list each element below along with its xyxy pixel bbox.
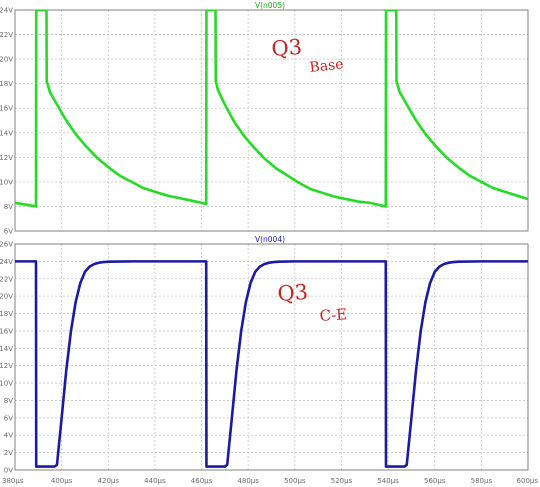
bottom-xtick-label: 380µs (2, 477, 24, 485)
bottom-annotation: Q3 C-E (277, 280, 348, 325)
bottom-ytick-label: 12V (0, 362, 13, 370)
top-ytick-label: 6V (4, 228, 13, 236)
bottom-ytick-label: 2V (4, 449, 13, 457)
bottom-ytick-label: 24V (0, 258, 13, 266)
top-ytick-label: 18V (0, 80, 13, 88)
bottom-ytick-label: 6V (4, 414, 13, 422)
top-plot-frame (14, 9, 529, 232)
top-ytick-label: 14V (0, 129, 13, 137)
bottom-xtick-label: 580µs (471, 477, 493, 485)
bottom-xtick-label: 400µs (51, 477, 73, 485)
top-plot-title: V(n005) (255, 1, 285, 10)
bottom-plot-title: V(n004) (255, 235, 285, 244)
bottom-plot-panel: 0V 2V 4V 6V 8V 10V 12V 14V 16V 18V 20V 22V 24V 26V 380… (0, 235, 538, 485)
bottom-ytick-label: 8V (4, 397, 13, 405)
bottom-ytick-label: 26V (0, 241, 13, 249)
bottom-xtick-label: 420µs (98, 477, 120, 485)
bottom-ytick-label: 14V (0, 345, 13, 353)
top-ytick-label: 22V (0, 31, 13, 39)
bottom-series-line-0 (15, 260, 528, 468)
bottom-annotation-sub: C-E (319, 305, 348, 325)
bottom-ytick-label: 10V (0, 380, 13, 388)
bottom-xtick-label: 500µs (284, 477, 306, 485)
bottom-plot-frame (14, 243, 529, 471)
bottom-ytick-label: 4V (4, 432, 13, 440)
top-plot-panel: 6V 8V 10V 12V 14V 16V 18V 20V 22V 24V V(n005) (0, 1, 529, 236)
top-annotation: Q3 Base (271, 35, 345, 76)
bottom-xtick-label: 440µs (144, 477, 166, 485)
top-ytick-label: 10V (0, 178, 13, 186)
top-ytick-label: 12V (0, 154, 13, 162)
bottom-xtick-label: 540µs (377, 477, 399, 485)
top-annotation-sub: Base (309, 57, 345, 76)
top-ytick-label: 20V (0, 56, 13, 64)
bottom-xtick-label: 520µs (331, 477, 353, 485)
top-series-line-0 (15, 10, 528, 208)
bottom-xtick-label: 480µs (237, 477, 259, 485)
bottom-ytick-label: 20V (0, 293, 13, 301)
top-annotation-main: Q3 (271, 35, 303, 61)
bottom-ytick-label: 16V (0, 327, 13, 335)
top-ytick-label: 8V (4, 203, 13, 211)
bottom-annotation-main: Q3 (277, 280, 309, 306)
top-ytick-label: 16V (0, 105, 13, 113)
bottom-xtick-label: 460µs (191, 477, 213, 485)
bottom-ytick-label: 0V (4, 467, 13, 475)
bottom-xtick-label: 560µs (424, 477, 446, 485)
top-ytick-label: 24V (0, 7, 13, 15)
bottom-ytick-label: 18V (0, 310, 13, 318)
bottom-xtick-label: 600µs (517, 477, 539, 485)
bottom-ytick-label: 22V (0, 275, 13, 283)
